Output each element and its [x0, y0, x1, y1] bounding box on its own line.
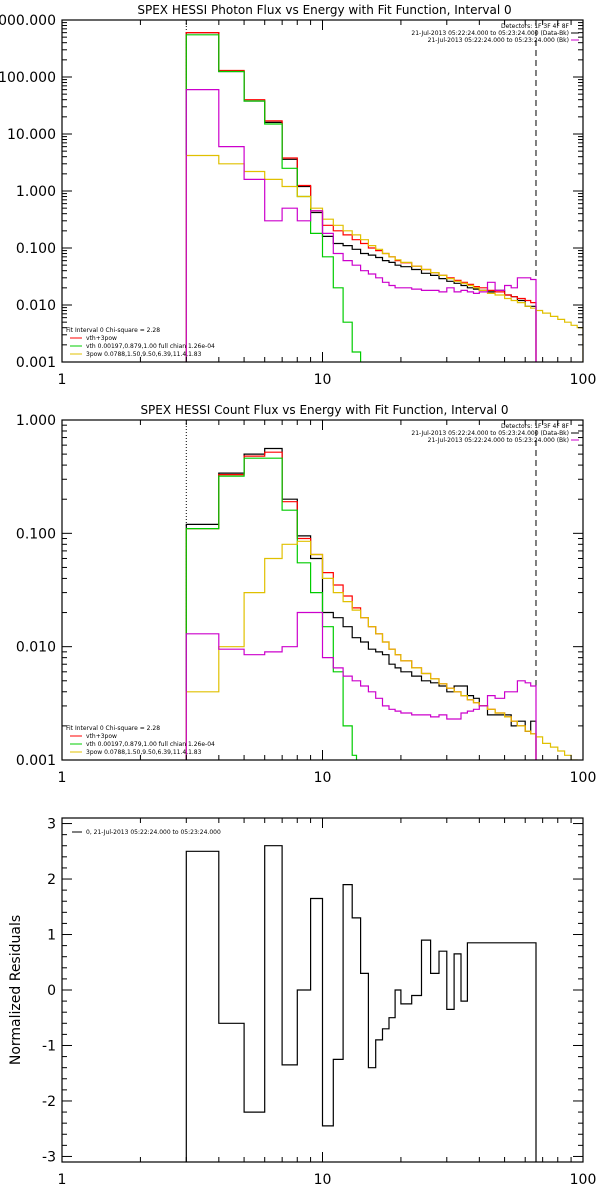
y-tick-label: 1.000 [16, 184, 56, 200]
legend-bottom-entry: vth 0.00197,0.879,1.00 full chian 1.26e-… [86, 741, 215, 748]
y-tick-label: 0.100 [16, 526, 56, 542]
y-tick-label: 0.010 [16, 640, 56, 656]
y-axis-label: Normalized Residuals [8, 915, 24, 1065]
chart-title: SPEX HESSI Photon Flux vs Energy with Fi… [137, 3, 511, 17]
legend-top-entry: 21-Jul-2013 05:22:24.000 to 05:23:24.000… [411, 430, 569, 437]
y-tick-label: 1 [47, 928, 56, 944]
y-tick-label: 0.001 [16, 753, 56, 769]
legend-bottom-entry: vth+3pow [86, 335, 117, 342]
x-tick-label: 10 [314, 1172, 332, 1188]
y-tick-label: 0.001 [16, 355, 56, 371]
series-line [185, 457, 358, 760]
y-tick-label: 2 [47, 872, 56, 888]
legend-bottom-entry: vth 0.00197,0.879,1.00 full chian 1.26e-… [86, 343, 215, 350]
legend-bottom-entry: 3pow 0.0788,1.50,9.50,6.39,11.4,1.83 [86, 351, 202, 358]
series-line [185, 451, 537, 760]
x-tick-label: 1 [58, 770, 67, 786]
series-line [185, 540, 578, 760]
y-tick-label: 3 [47, 817, 56, 833]
y-tick-label: 0.010 [16, 298, 56, 314]
y-tick-label: -2 [42, 1094, 56, 1110]
y-tick-label: 0 [47, 983, 56, 999]
x-tick-label: 10 [314, 372, 332, 388]
legend-top-entry: Detectors: 1F 3F 4F 8F [501, 23, 570, 30]
y-tick-label: 100.000 [0, 70, 56, 86]
residuals-panel: 1 10 100 -3 -2 -1 0 1 2 3 Normalized Residuals 0, 2… [8, 817, 596, 1188]
y-tick-label: 0.100 [16, 241, 56, 257]
legend-bottom-entry: 3pow 0.0788,1.50,9.50,6.39,11.4,1.83 [86, 749, 202, 756]
series-line [185, 611, 537, 760]
legend-top-entry: 21-Jul-2013 05:22:24.000 to 05:23:24.000… [428, 37, 569, 44]
legend-bottom-entry: Fit Interval 0 Chi-square = 2.28 [66, 327, 160, 334]
y-tick-label: -1 [42, 1038, 56, 1054]
series-line [185, 34, 362, 362]
x-tick-label: 100 [570, 372, 597, 388]
y-tick-label: 1.000 [16, 413, 56, 429]
series-group [185, 447, 578, 760]
series-line [185, 32, 537, 362]
photon-flux-panel: SPEX HESSI Photon Flux vs Energy with Fi… [0, 3, 596, 388]
y-tick-label: -3 [42, 1149, 56, 1165]
x-tick-label: 10 [314, 770, 332, 786]
plot-frame [61, 19, 584, 363]
legend-top-entry: 21-Jul-2013 05:22:24.000 to 05:23:24.000… [428, 437, 569, 444]
series-line [185, 89, 537, 362]
series-line [185, 845, 537, 1162]
x-tick-label: 100 [570, 1172, 597, 1188]
y-tick-label: 10.000 [7, 127, 56, 143]
series-line [185, 447, 537, 760]
series-group [185, 845, 537, 1162]
legend-top-entry: Detectors: 1F 3F 4F 8F [501, 423, 570, 430]
series-line [185, 32, 537, 362]
series-line [185, 154, 583, 362]
count-flux-panel: SPEX HESSI Count Flux vs Energy with Fit… [16, 403, 596, 786]
legend-entry: 0, 21-Jul-2013 05:22:24.000 to 05:23:24.… [86, 829, 221, 836]
legend-bottom-entry: Fit Interval 0 Chi-square = 2.28 [66, 725, 160, 732]
legend-bottom-entry: vth+3pow [86, 733, 117, 740]
legend-top-entry: 21-Jul-2013 05:22:24.000 to 05:23:24.000… [411, 30, 569, 37]
x-tick-label: 100 [570, 770, 597, 786]
x-tick-label: 1 [58, 372, 67, 388]
x-tick-label: 1 [58, 1172, 67, 1188]
chart-title: SPEX HESSI Count Flux vs Energy with Fit… [140, 403, 508, 417]
series-group [185, 32, 583, 362]
